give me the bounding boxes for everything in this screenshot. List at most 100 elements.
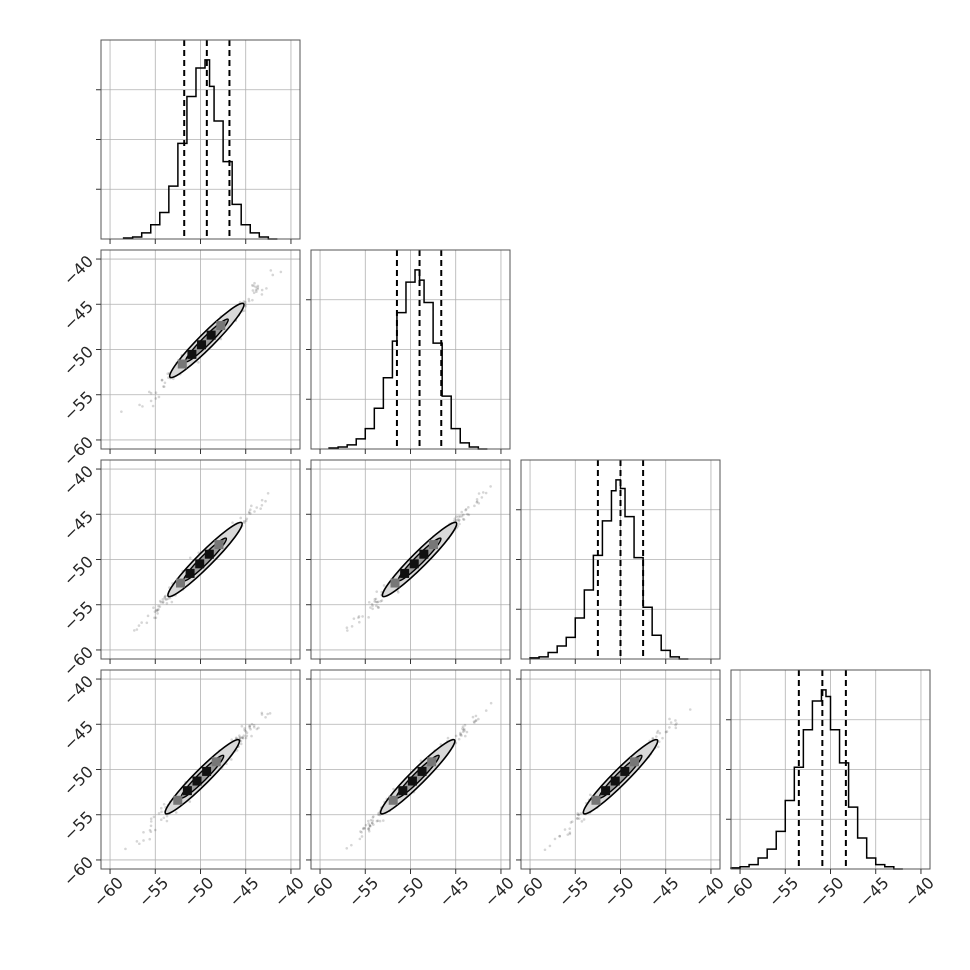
x-tick-label: −60 bbox=[510, 873, 547, 910]
scatter-point bbox=[377, 606, 380, 609]
scatter-point bbox=[241, 736, 244, 740]
scatter-point bbox=[165, 601, 169, 605]
scatter-point bbox=[249, 512, 252, 515]
scatter-point bbox=[577, 817, 581, 820]
scatter-point bbox=[477, 501, 481, 505]
scatter-point bbox=[157, 395, 161, 399]
scatter-point bbox=[124, 847, 127, 851]
scatter-point bbox=[162, 385, 166, 388]
x-tick-label: −40 bbox=[901, 873, 938, 910]
scatter-point bbox=[380, 599, 384, 602]
scatter-point bbox=[374, 600, 378, 604]
scatter-point bbox=[455, 515, 458, 518]
scatter-point bbox=[568, 827, 572, 830]
scatter-point bbox=[155, 608, 158, 612]
scatter-point bbox=[688, 708, 692, 711]
scatter-point bbox=[358, 620, 361, 624]
scatter-point bbox=[376, 819, 380, 823]
scatter-point bbox=[230, 738, 233, 742]
scatter-point bbox=[371, 604, 374, 608]
scatter-point bbox=[588, 793, 592, 797]
x-tick-label: −40 bbox=[691, 873, 728, 910]
density-group bbox=[345, 485, 492, 632]
scatter-point bbox=[239, 516, 243, 520]
scatter-point bbox=[251, 298, 254, 302]
scatter-point bbox=[575, 817, 579, 820]
scatter-point bbox=[248, 508, 252, 511]
scatter-point bbox=[367, 616, 370, 619]
scatter-point bbox=[264, 499, 267, 503]
scatter-point bbox=[370, 821, 374, 825]
density-core-cell bbox=[187, 349, 197, 359]
scatter-point bbox=[465, 730, 469, 734]
scatter-point bbox=[459, 732, 463, 736]
y-tick-label: −55 bbox=[60, 597, 97, 634]
y-tick-label: −45 bbox=[60, 507, 97, 544]
scatter-point bbox=[266, 492, 270, 495]
scatter-point bbox=[249, 727, 252, 731]
scatter-point bbox=[675, 722, 678, 725]
scatter-point bbox=[141, 405, 144, 408]
scatter-point bbox=[563, 828, 567, 831]
scatter-point bbox=[253, 281, 256, 285]
scatter-point bbox=[462, 727, 466, 731]
scatter-point bbox=[461, 730, 465, 734]
x-tick-label: −55 bbox=[555, 873, 592, 910]
scatter-point bbox=[242, 521, 246, 524]
scatter-point bbox=[576, 817, 579, 820]
density-group bbox=[345, 701, 493, 850]
scatter-point bbox=[456, 518, 460, 521]
scatter-point bbox=[241, 736, 245, 740]
scatter-point bbox=[359, 830, 362, 833]
scatter-point bbox=[154, 397, 158, 400]
x-tick-label: −45 bbox=[645, 873, 682, 910]
scatter-point bbox=[367, 828, 371, 831]
scatter-point bbox=[577, 813, 581, 817]
scatter-point bbox=[566, 833, 570, 836]
scatter-point bbox=[463, 734, 467, 738]
scatter-point bbox=[369, 818, 373, 822]
scatter-point bbox=[142, 830, 145, 834]
scatter-point bbox=[464, 508, 467, 512]
scatter-point bbox=[157, 608, 160, 611]
scatter-point bbox=[568, 831, 572, 834]
scatter-point bbox=[158, 599, 162, 603]
scatter-point bbox=[350, 843, 353, 847]
scatter-point bbox=[378, 813, 382, 817]
scatter-point bbox=[239, 739, 243, 743]
scatter-point bbox=[665, 730, 669, 733]
x-tick-label: −40 bbox=[481, 873, 518, 910]
density-core-cell bbox=[177, 359, 187, 369]
density-core-cell bbox=[427, 757, 437, 767]
scatter-point bbox=[459, 733, 462, 737]
scatter-point bbox=[165, 819, 169, 823]
scatter-point bbox=[152, 815, 156, 819]
scatter-point bbox=[372, 815, 375, 818]
density-group bbox=[132, 492, 270, 632]
scatter-point bbox=[163, 381, 167, 385]
scatter-point bbox=[377, 811, 380, 815]
scatter-point bbox=[558, 834, 562, 838]
scatter-point bbox=[239, 742, 243, 746]
scatter-point bbox=[266, 712, 269, 716]
scatter-point bbox=[165, 598, 168, 601]
scatter-point bbox=[367, 600, 371, 604]
scatter-point bbox=[473, 721, 476, 724]
scatter-point bbox=[368, 825, 372, 828]
scatter-point bbox=[374, 597, 378, 601]
density-core-cell bbox=[206, 330, 216, 340]
scatter-point bbox=[352, 617, 356, 620]
scatter-point bbox=[456, 524, 460, 528]
scatter-point bbox=[149, 824, 153, 828]
scatter-point bbox=[142, 839, 145, 842]
scatter-point bbox=[370, 821, 374, 825]
scatter-point bbox=[350, 625, 354, 628]
scatter-point bbox=[377, 813, 380, 816]
scatter-point bbox=[239, 736, 242, 739]
density-core-cell bbox=[204, 549, 214, 559]
scatter-point bbox=[254, 285, 257, 289]
histogram-step bbox=[730, 689, 903, 870]
scatter-point bbox=[159, 806, 163, 810]
y-tick-label: −60 bbox=[60, 643, 97, 680]
